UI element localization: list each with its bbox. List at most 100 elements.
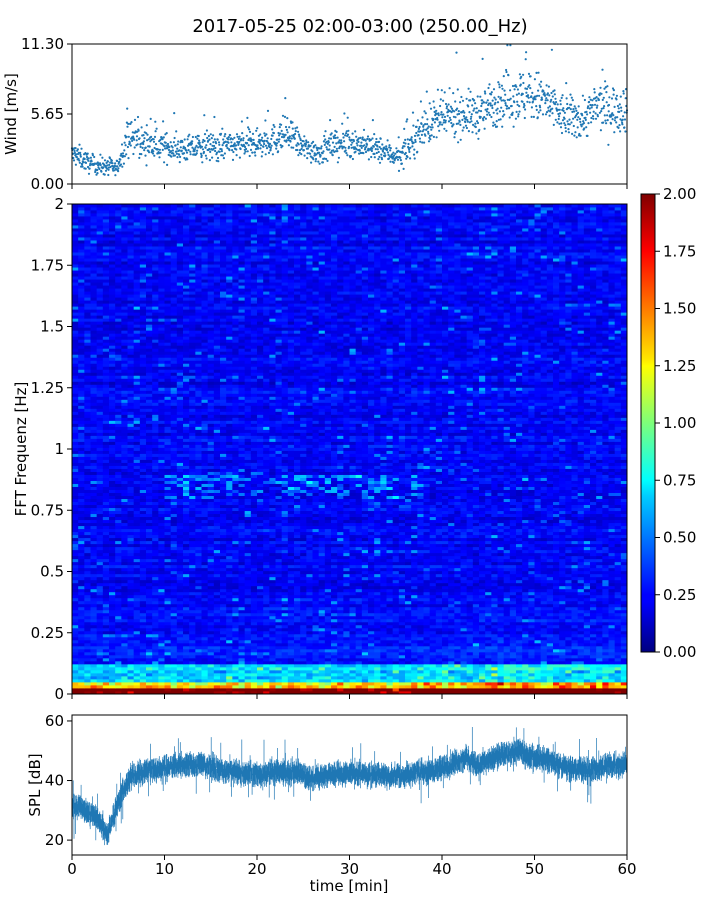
spectrogram-cell bbox=[275, 642, 283, 647]
wind-point bbox=[396, 158, 400, 161]
spectrogram-cell bbox=[361, 684, 369, 689]
wind-point bbox=[322, 140, 325, 143]
wind-point bbox=[604, 86, 607, 89]
spectrogram-cell bbox=[146, 636, 153, 641]
spectrogram-cell bbox=[583, 612, 591, 617]
spectrogram-cell bbox=[201, 648, 209, 653]
spectrogram-cell bbox=[516, 591, 523, 596]
wind-point bbox=[87, 159, 90, 162]
spectrogram-cell bbox=[201, 621, 209, 626]
wind-point bbox=[343, 140, 346, 143]
spectrogram-cell bbox=[534, 660, 542, 665]
spectrogram-cell bbox=[90, 630, 98, 635]
spectrogram-cell bbox=[139, 633, 147, 638]
spectrogram-cell bbox=[102, 684, 110, 689]
wind-point bbox=[458, 120, 461, 123]
spectrogram-cell bbox=[503, 642, 511, 647]
spectrogram-cell bbox=[380, 594, 387, 599]
spectrogram-cell bbox=[423, 603, 431, 608]
spectrogram-cell bbox=[294, 624, 301, 629]
spectrogram-cell bbox=[602, 597, 609, 602]
wind-point bbox=[102, 166, 105, 169]
wind-point bbox=[114, 162, 117, 165]
spectrogram-cell bbox=[257, 603, 264, 608]
spectrogram-cell bbox=[226, 645, 233, 650]
spectrogram-cell bbox=[534, 675, 542, 680]
spectrogram-cell bbox=[435, 639, 443, 644]
spectrogram-cell bbox=[343, 684, 350, 689]
wind-point bbox=[550, 98, 553, 101]
wind-point bbox=[462, 126, 465, 129]
spectrogram-cell bbox=[528, 615, 535, 620]
spectrogram-cell bbox=[207, 594, 215, 599]
spectrogram-cell bbox=[516, 603, 523, 608]
spectrogram-cell bbox=[546, 603, 554, 608]
spectrogram-cell bbox=[361, 633, 369, 638]
spectrogram-cell bbox=[454, 615, 461, 620]
spectrogram-cell bbox=[398, 600, 406, 605]
spectrogram-cell bbox=[411, 591, 418, 596]
spectrogram-cell bbox=[596, 588, 603, 593]
spectrogram-cell bbox=[300, 588, 307, 593]
spectrogram-cell bbox=[195, 585, 202, 590]
spectrogram-cell bbox=[183, 597, 190, 602]
spectrogram-cell bbox=[479, 684, 486, 689]
spectrogram-cell bbox=[503, 618, 511, 623]
spectrogram-cell bbox=[96, 618, 104, 623]
spectrogram-cell bbox=[294, 633, 301, 638]
spectrogram-cell bbox=[287, 585, 295, 590]
spectrogram-cell bbox=[503, 591, 511, 596]
wind-point bbox=[178, 149, 181, 152]
spectrogram-cell bbox=[343, 669, 350, 674]
spectrogram-cell bbox=[115, 636, 122, 641]
spectrogram-cell bbox=[164, 600, 172, 605]
spectrogram-cell bbox=[374, 651, 381, 656]
wind-point bbox=[231, 138, 234, 141]
spectrogram-cell bbox=[460, 612, 468, 617]
wind-point bbox=[415, 125, 418, 128]
wind-point bbox=[165, 144, 168, 147]
spectrogram-cell bbox=[281, 615, 289, 620]
wind-point bbox=[325, 146, 328, 149]
wind-point bbox=[199, 152, 203, 155]
spectrogram-cell bbox=[466, 615, 474, 620]
spectrogram-cell bbox=[540, 645, 548, 650]
spectrogram-cell bbox=[176, 690, 184, 695]
spectrogram-cell bbox=[590, 660, 597, 665]
spectrogram-cell bbox=[226, 594, 233, 599]
spectrogram-cell bbox=[281, 645, 289, 650]
spectrogram-cell bbox=[472, 639, 480, 644]
wind-point bbox=[574, 114, 578, 117]
spectrogram-cell bbox=[485, 657, 492, 662]
spectrogram-cell bbox=[516, 630, 523, 635]
spectrogram-cell bbox=[300, 621, 307, 626]
spectrogram-cell bbox=[78, 621, 85, 626]
wind-point bbox=[565, 82, 568, 85]
spectrogram-cell bbox=[146, 582, 153, 587]
spectrogram-cell bbox=[553, 618, 560, 623]
spectrogram-cell bbox=[596, 654, 603, 659]
spectrogram-cell bbox=[485, 600, 492, 605]
wind-point bbox=[572, 108, 575, 111]
spectrogram-cell bbox=[257, 627, 264, 632]
spectrogram-cell bbox=[152, 684, 159, 689]
spectrogram-cell bbox=[195, 660, 202, 665]
spectrogram-cell bbox=[263, 630, 270, 635]
spectrogram-cell bbox=[472, 594, 480, 599]
spectrogram-cell bbox=[176, 630, 184, 635]
spectrogram-cell bbox=[343, 615, 350, 620]
wind-point bbox=[282, 133, 286, 136]
spectrogram-cell bbox=[244, 621, 252, 626]
spectrogram-cell bbox=[213, 636, 221, 641]
wind-point bbox=[370, 149, 373, 153]
wind-point bbox=[370, 155, 373, 159]
spectrogram-cell bbox=[405, 630, 412, 635]
spectrogram-cell bbox=[287, 636, 295, 641]
spectrogram-cell bbox=[72, 597, 79, 602]
wind-point bbox=[231, 149, 234, 152]
spectrogram-cell bbox=[220, 597, 227, 602]
wind-point bbox=[476, 120, 479, 123]
wind-point bbox=[377, 158, 380, 161]
wind-point bbox=[558, 122, 561, 125]
